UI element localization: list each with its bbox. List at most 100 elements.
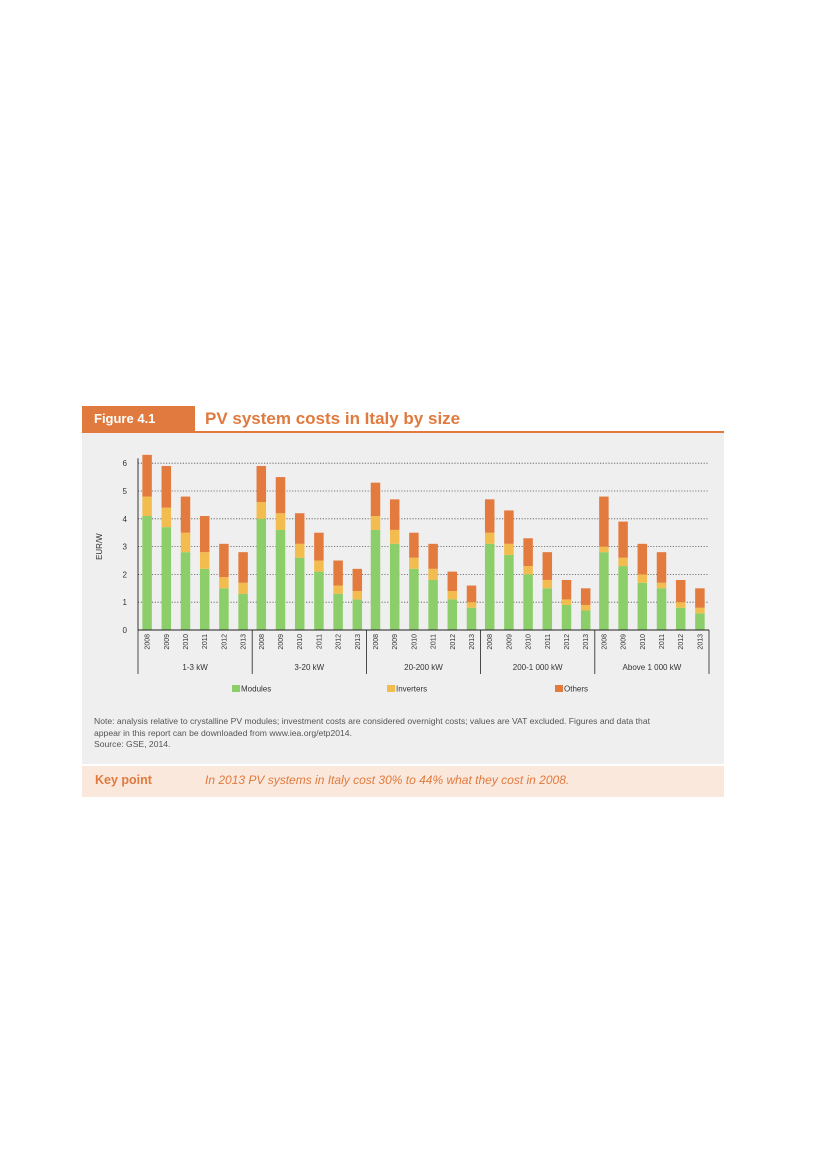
- bar-inverters: [542, 579, 553, 589]
- y-tick-label: 6: [123, 459, 128, 468]
- x-tick-label: 2011: [316, 634, 323, 649]
- bar-others: [466, 585, 477, 603]
- x-tick-label: 2013: [697, 634, 704, 650]
- bar-inverters: [466, 602, 477, 608]
- bar-modules: [275, 529, 286, 630]
- bar-modules: [637, 582, 648, 630]
- bar-inverters: [161, 507, 172, 528]
- bar-inverters: [333, 585, 343, 594]
- bar-modules: [333, 593, 343, 630]
- x-tick-label: 2009: [392, 634, 399, 650]
- key-point-label: Key point: [95, 773, 152, 787]
- group-label: 3-20 kW: [294, 663, 324, 672]
- bar-inverters: [219, 577, 229, 589]
- bar-inverters: [275, 513, 286, 530]
- key-point-text: In 2013 PV systems in Italy cost 30% to …: [205, 773, 570, 787]
- bar-modules: [219, 588, 229, 630]
- figure-title: PV system costs in Italy by size: [205, 409, 461, 428]
- bar-modules: [504, 554, 514, 630]
- source-line: Source: GSE, 2014.: [94, 739, 171, 749]
- y-tick-label: 3: [123, 543, 128, 552]
- bar-inverters: [447, 591, 458, 600]
- bar-others: [333, 560, 343, 586]
- bar-modules: [389, 543, 400, 630]
- x-tick-label: 2013: [355, 634, 362, 650]
- bar-inverters: [352, 591, 363, 600]
- bar-modules: [580, 610, 591, 630]
- bar-inverters: [675, 602, 686, 608]
- bar-modules: [142, 516, 152, 630]
- bar-inverters: [314, 560, 324, 572]
- legend-label: Inverters: [396, 685, 427, 694]
- bar-modules: [352, 599, 363, 630]
- bar-others: [275, 477, 286, 514]
- figure-body: 0 1 2 3 4 5 6 EUR/W 2008 2009 2010 2011 2012 2013 1-3 …: [82, 433, 724, 764]
- x-tick-label: 2011: [545, 634, 552, 649]
- x-tick-label: 2012: [678, 634, 685, 650]
- x-tick-label: 2010: [183, 634, 190, 650]
- bar-others: [314, 532, 324, 561]
- x-tick-label: 2008: [601, 634, 608, 650]
- bar-others: [542, 552, 553, 580]
- x-tick-label: 2012: [336, 634, 343, 650]
- x-tick-label: 2010: [640, 634, 647, 650]
- bar-others: [389, 499, 400, 530]
- figure: Figure 4.1 PV system costs in Italy by s…: [82, 406, 724, 797]
- group-label: 20-200 kW: [404, 663, 443, 672]
- x-tick-label: 2009: [621, 634, 628, 650]
- bar-others: [409, 532, 419, 558]
- note-line: appear in this report can be downloaded …: [94, 727, 352, 738]
- bar-inverters: [294, 543, 305, 558]
- legend-swatch: [232, 685, 240, 692]
- bar-inverters: [428, 568, 438, 580]
- bar-others: [656, 552, 667, 583]
- bar-modules: [180, 552, 191, 630]
- bar-others: [161, 465, 172, 508]
- bar-inverters: [618, 557, 628, 567]
- bar-inverters: [580, 604, 591, 611]
- x-tick-label: 2009: [278, 634, 285, 650]
- x-tick-label: 2011: [202, 634, 209, 649]
- x-tick-label: 2011: [431, 634, 438, 649]
- bar-others: [695, 588, 705, 608]
- bar-inverters: [523, 566, 533, 575]
- x-tick-label: 2008: [259, 634, 266, 650]
- bar-others: [675, 579, 686, 603]
- bar-modules: [542, 588, 553, 630]
- bar-inverters: [637, 574, 648, 583]
- bar-inverters: [389, 529, 400, 544]
- bar-modules: [428, 579, 438, 630]
- bar-inverters: [656, 582, 667, 589]
- bar-inverters: [256, 502, 267, 519]
- bar-others: [599, 496, 609, 547]
- bar-others: [199, 516, 210, 553]
- x-tick-label: 2012: [564, 634, 571, 650]
- bar-inverters: [599, 546, 609, 553]
- x-tick-label: 2012: [221, 634, 228, 650]
- figure-rule: [82, 431, 724, 433]
- bar-inverters: [409, 557, 419, 569]
- x-tick-label: 2010: [411, 634, 418, 650]
- bar-others: [447, 571, 458, 592]
- bar-others: [561, 579, 572, 600]
- bar-modules: [199, 568, 210, 630]
- bar-modules: [370, 529, 381, 630]
- bar-inverters: [561, 599, 572, 605]
- y-tick-label: 1: [123, 598, 128, 607]
- bar-others: [256, 465, 267, 503]
- bar-modules: [466, 607, 477, 630]
- figure-note: Note: analysis relative to crystalline P…: [94, 716, 714, 751]
- bar-modules: [294, 557, 305, 630]
- bar-others: [294, 513, 305, 544]
- legend-label: Modules: [241, 685, 271, 694]
- bar-modules: [161, 527, 172, 630]
- x-tick-label: 2008: [487, 634, 494, 650]
- bar-others: [180, 496, 191, 533]
- bar-inverters: [180, 532, 191, 553]
- bar-modules: [409, 568, 419, 630]
- bar-others: [142, 454, 152, 497]
- bar-modules: [561, 604, 572, 630]
- bar-others: [618, 521, 628, 558]
- bar-modules: [675, 607, 686, 630]
- x-tick-label: 2013: [469, 634, 476, 650]
